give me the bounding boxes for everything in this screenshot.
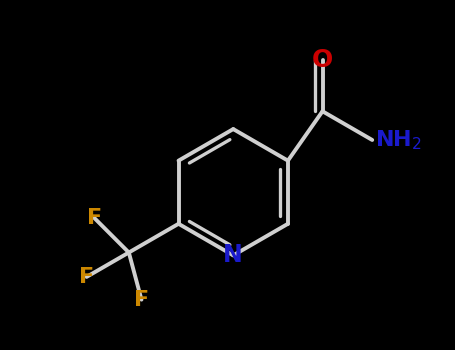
Text: O: O xyxy=(312,48,333,72)
Text: F: F xyxy=(79,267,94,287)
Text: F: F xyxy=(87,208,102,228)
Text: N: N xyxy=(223,243,243,267)
Text: F: F xyxy=(134,290,149,310)
Text: NH$_2$: NH$_2$ xyxy=(375,128,422,152)
